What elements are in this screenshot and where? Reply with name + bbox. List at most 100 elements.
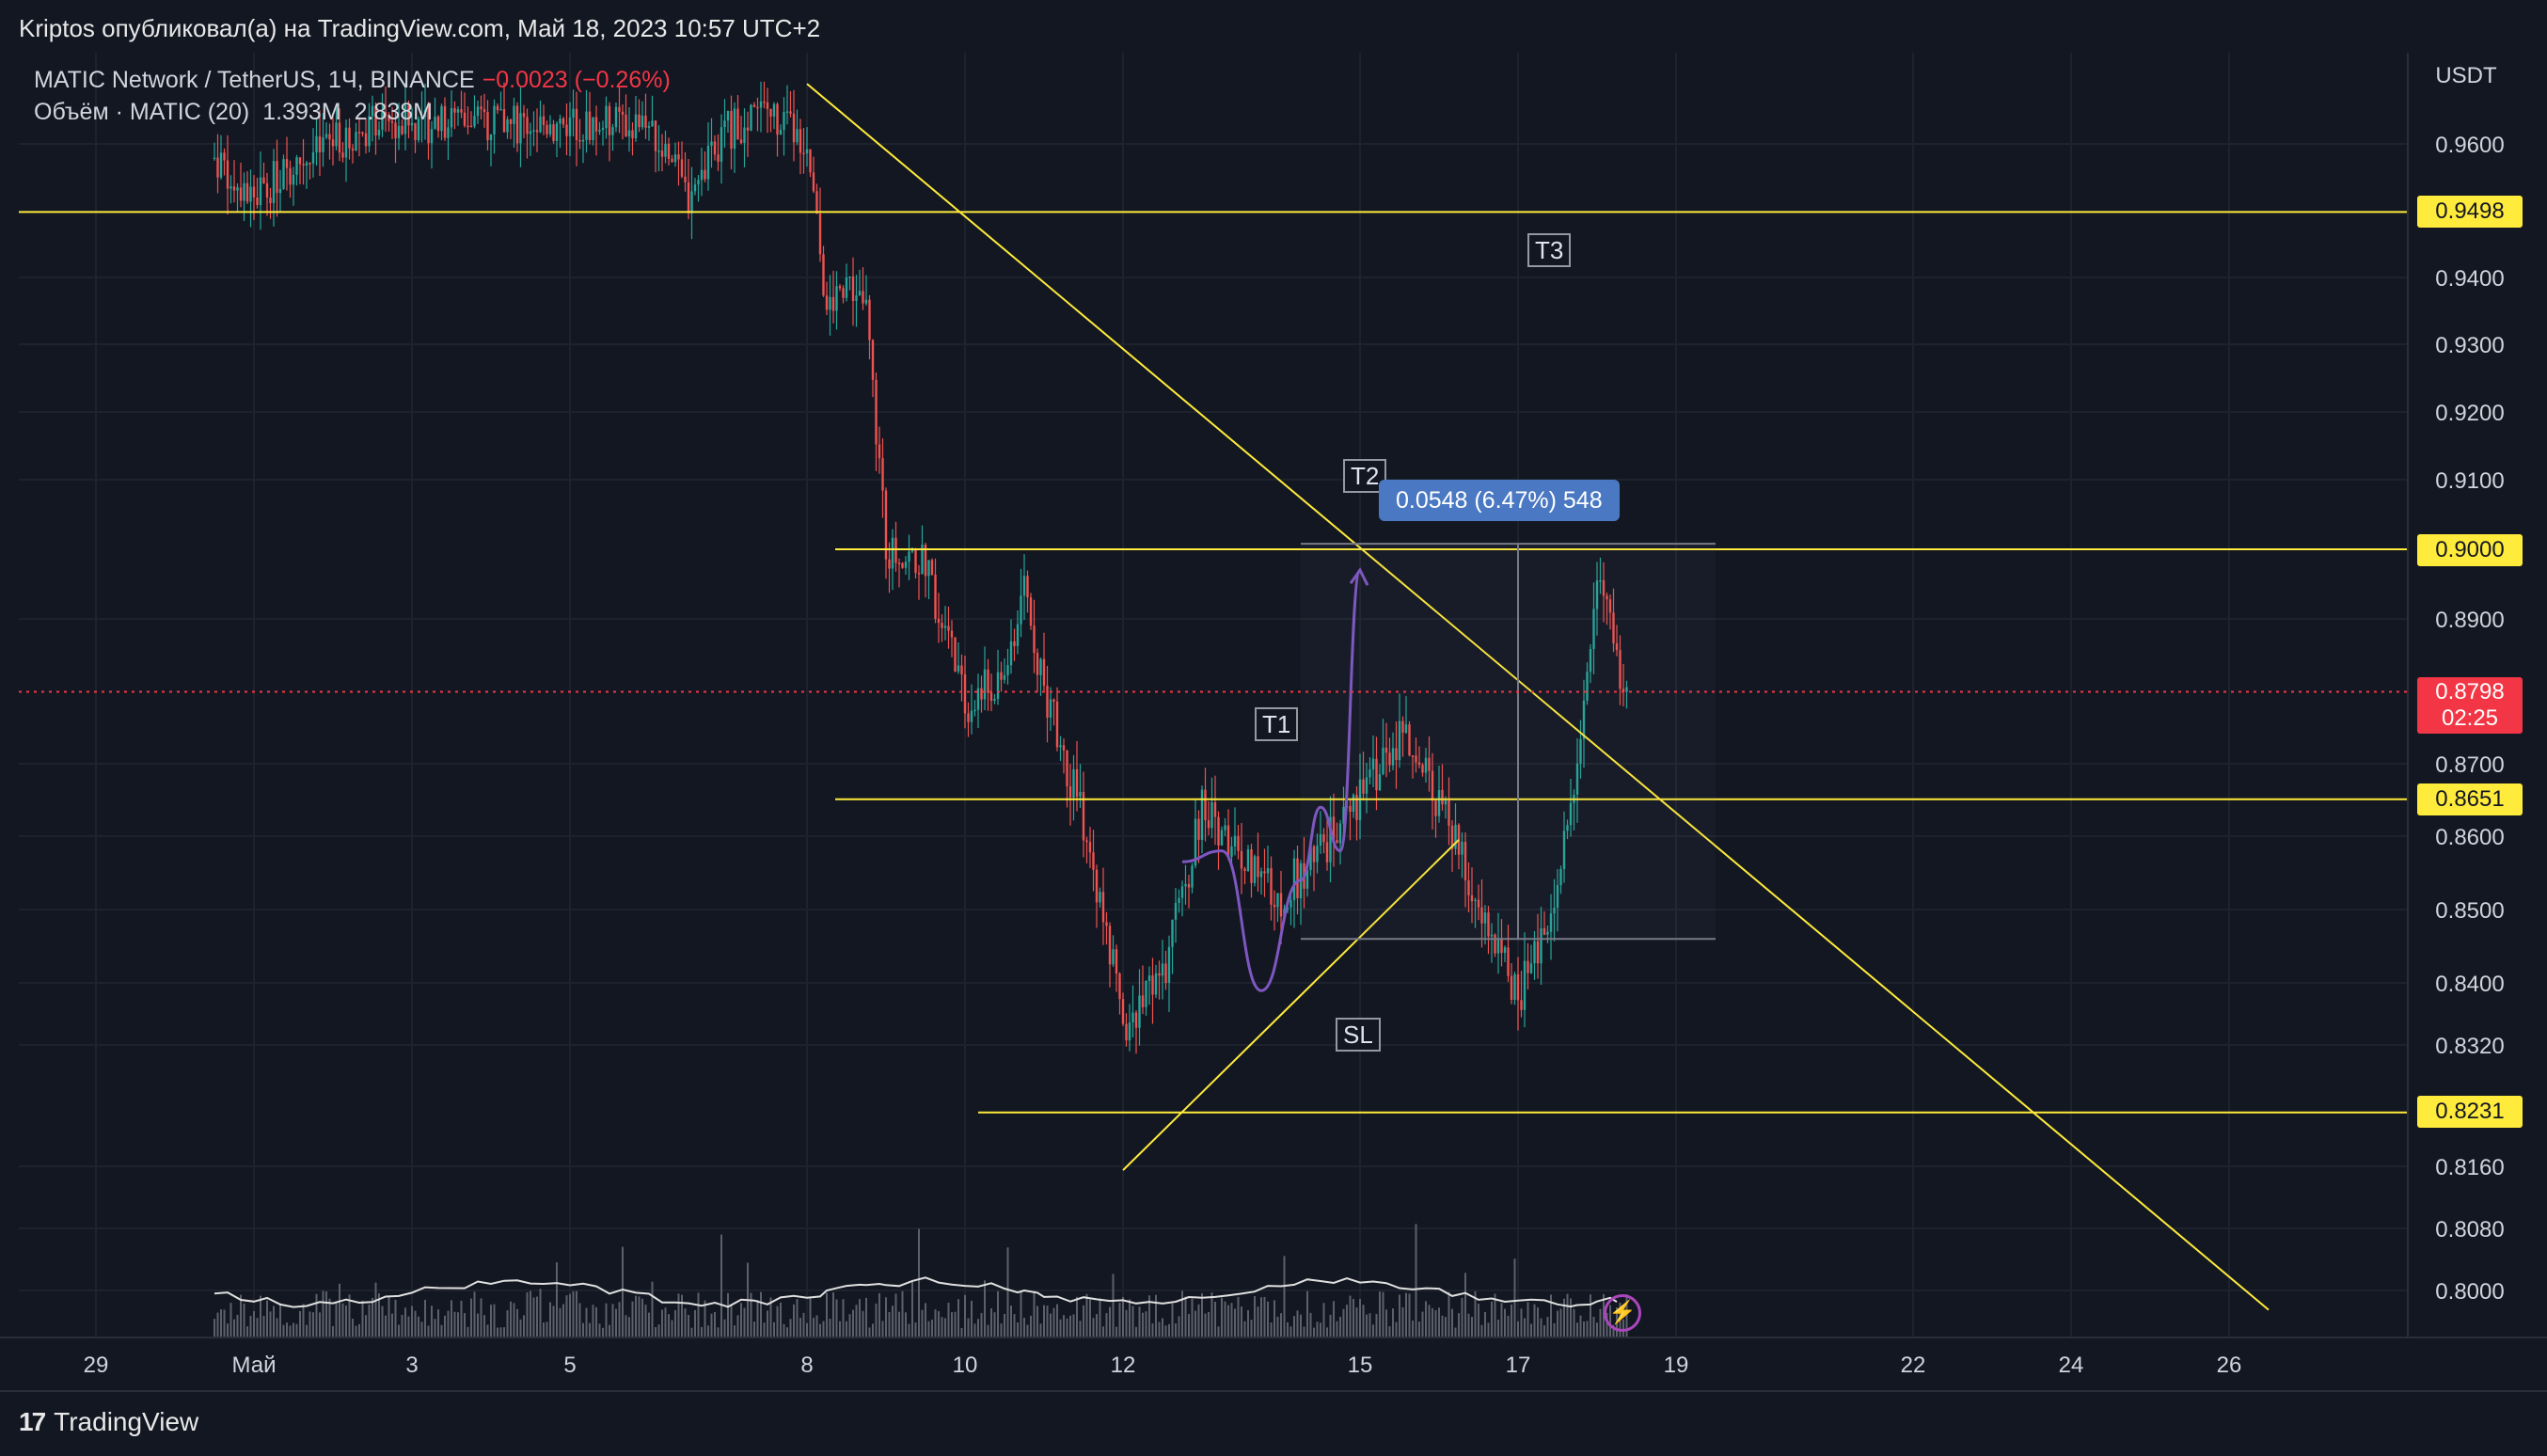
volume-bar [447, 1310, 450, 1337]
candle-body [555, 123, 559, 141]
volume-bar [266, 1300, 268, 1337]
volume-bar [249, 1316, 252, 1337]
candle-body [996, 672, 1000, 700]
volume-bar [499, 1327, 502, 1337]
price-change: −0.0023 (−0.26%) [482, 67, 671, 93]
volume-bar [1234, 1308, 1236, 1337]
candle-body [1467, 880, 1470, 895]
volume-bar [1362, 1305, 1365, 1337]
volume-bar [1451, 1308, 1453, 1337]
volume-bar [460, 1300, 463, 1337]
candle-body [825, 295, 829, 310]
candle-body [1417, 762, 1421, 766]
volume-bar [1020, 1290, 1022, 1337]
volume-bar [345, 1306, 347, 1337]
candle-body [390, 120, 394, 123]
candle-body [467, 125, 469, 128]
volume-bar [611, 1304, 614, 1337]
candle-body [1020, 595, 1022, 625]
candle-body [973, 709, 976, 712]
candle-body [950, 630, 954, 638]
volume-bar [763, 1322, 766, 1337]
candle-body [736, 108, 739, 140]
candle-body [1141, 995, 1145, 1007]
candle-body [1487, 912, 1490, 937]
candle-body [980, 688, 983, 700]
candle-body [835, 286, 838, 311]
volume-bar [657, 1324, 660, 1337]
volume-bar [714, 1311, 716, 1337]
volume-bar [276, 1318, 278, 1337]
candle-body [947, 625, 950, 631]
price-tick-label: 0.9400 [2435, 266, 2504, 292]
candle-body [1625, 687, 1628, 692]
candle-body [1184, 883, 1187, 887]
volume-bar [971, 1300, 973, 1337]
price-range-measure[interactable] [1301, 543, 1716, 941]
candle-body [941, 623, 943, 628]
candle-body [1431, 770, 1434, 801]
stop-loss-label[interactable]: SL [1336, 1018, 1381, 1052]
volume-bar [477, 1313, 479, 1337]
volume-bar [1247, 1310, 1249, 1337]
candle-body [831, 296, 835, 311]
level-label-9000[interactable]: 0.9000 [2417, 534, 2523, 566]
candle-body [1059, 745, 1062, 748]
candle-body [361, 132, 364, 135]
candle-body [552, 124, 555, 141]
volume-bar [1263, 1296, 1266, 1337]
target-label-t3[interactable]: T3 [1527, 233, 1572, 267]
volume-bar [1004, 1313, 1005, 1337]
volume-legend-row[interactable]: Объём · MATIC (20) 1.393M 2.838M [34, 96, 671, 128]
target-label-t2[interactable]: T2 [1343, 459, 1387, 493]
candle-body [394, 122, 397, 138]
volume-bar [1289, 1326, 1292, 1337]
candle-body [1082, 791, 1085, 841]
candle-body [262, 177, 265, 183]
volume-bar [1478, 1304, 1479, 1337]
candle-body [1510, 975, 1513, 1001]
price-axis[interactable]: USDT 0.9600 0.9400 0.9300 0.9200 0.9100 0.8900… [2407, 53, 2547, 1390]
volume-bar [704, 1300, 706, 1337]
horizontal-levels[interactable] [19, 211, 2408, 1114]
volume-bar [1441, 1315, 1444, 1337]
candle-body [901, 562, 904, 568]
candle-body [1207, 820, 1210, 829]
candle-body [1404, 724, 1408, 733]
volume-bar [1129, 1299, 1131, 1337]
candle-body [943, 625, 947, 628]
level-label-8231[interactable]: 0.8231 [2417, 1096, 2523, 1128]
candle-body [805, 149, 809, 153]
candle-body [710, 141, 713, 146]
projection-path[interactable] [1181, 568, 1362, 992]
volume-bar [973, 1323, 976, 1337]
trend-lines[interactable] [806, 83, 2270, 1311]
volume-bar [530, 1290, 531, 1337]
volume-bar [944, 1318, 946, 1337]
candle-body [532, 130, 535, 132]
volume-bar [1533, 1304, 1536, 1337]
level-label-9498[interactable]: 0.9498 [2417, 196, 2523, 228]
candle-body [783, 112, 785, 131]
volume-bar [1494, 1293, 1496, 1337]
candle-body [657, 150, 660, 152]
level-label-8651[interactable]: 0.8651 [2417, 783, 2523, 815]
volume-bar [1309, 1312, 1312, 1337]
symbol-legend-row[interactable]: MATIC Network / TetherUS, 1Ч, BINANCE −0.… [34, 64, 671, 96]
time-axis[interactable]: 29 Май 3 5 8 10 12 15 17 19 22 24 26 [0, 1337, 2547, 1378]
lightning-icon[interactable]: ⚡ [1604, 1294, 1641, 1332]
target-label-t1[interactable]: T1 [1255, 707, 1299, 741]
candle-body [305, 163, 308, 166]
volume-bar [1346, 1305, 1348, 1337]
volume-bar [325, 1291, 327, 1337]
volume-bar [457, 1312, 459, 1337]
volume-bar [852, 1309, 854, 1337]
candle-body [605, 105, 608, 129]
volume-bar [1155, 1294, 1157, 1337]
candle-body [1052, 699, 1055, 702]
volume-bar [888, 1312, 891, 1337]
candle-body [1118, 973, 1121, 1000]
tradingview-brand[interactable]: 17 TradingView [19, 1407, 198, 1437]
volume-bar [444, 1315, 446, 1337]
